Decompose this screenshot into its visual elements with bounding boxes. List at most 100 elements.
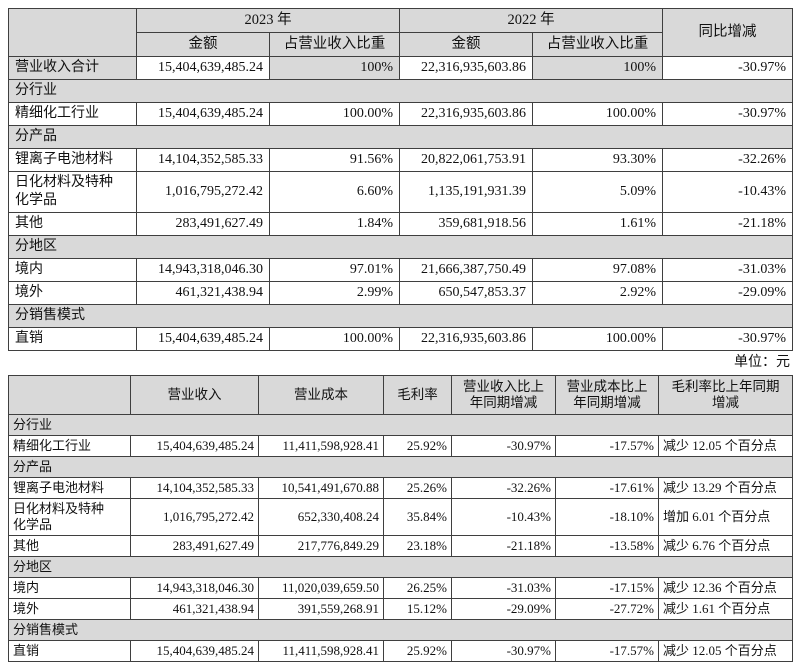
table1-share-2023-header: 占营业收入比重 [269,32,400,57]
section-label: 分行业 [8,79,793,103]
table2-revenue-yoy-header: 营业收入比上 年同期增减 [451,375,556,415]
data-row: 境内 14,943,318,046.30 97.01% 21,666,387,750.… [8,258,793,282]
value-cell: 461,321,438.94 [136,281,270,305]
data-row: 锂离子电池材料 14,104,352,585.33 10,541,491,670.8… [8,477,793,499]
table1-yoy-header: 同比增减 [662,8,793,57]
row-label: 直销 [8,640,131,662]
value-cell: 减少 13.29 个百分点 [658,477,793,499]
value-cell: 652,330,408.24 [258,498,384,536]
value-cell: 15,404,639,485.24 [136,102,270,126]
data-row: 精细化工行业 15,404,639,485.24 11,411,598,928.41… [8,435,793,457]
section-row: 分行业 [8,414,793,436]
value-cell: -30.97% [662,56,793,80]
section-label: 分行业 [8,414,793,436]
value-cell: 1.61% [532,212,663,236]
section-row: 分地区 [8,556,793,578]
value-cell: 11,020,039,659.50 [258,577,384,599]
value-cell: 增加 6.01 个百分点 [658,498,793,536]
row-label: 境内 [8,258,137,282]
value-cell: -30.97% [451,435,556,457]
row-label: 境外 [8,598,131,620]
value-cell: 25.92% [383,435,452,457]
table1-amount-2022-header: 金额 [399,32,533,57]
value-cell: 100% [532,56,663,80]
data-row: 境外 461,321,438.94 391,559,268.91 15.12% -29.… [8,598,793,620]
table1-header-row-1: 2023 年 2022 年 同比增减 [8,8,793,57]
section-label: 分销售模式 [8,304,793,328]
value-cell: 2.99% [269,281,400,305]
section-label: 分地区 [8,235,793,259]
data-row: 锂离子电池材料 14,104,352,585.33 91.56% 20,822,061… [8,148,793,172]
value-cell: 22,316,935,603.86 [399,327,533,351]
value-cell: 14,943,318,046.30 [136,258,270,282]
table2-corner-cell [8,375,131,415]
value-cell: 6.60% [269,171,400,213]
table1-year-2022-header: 2022 年 [399,8,663,33]
value-cell: 15,404,639,485.24 [130,435,259,457]
data-row: 直销 15,404,639,485.24 11,411,598,928.41 25.9… [8,640,793,662]
data-row: 日化材料及特种 化学品 1,016,795,272.42 6.60% 1,135,19… [8,171,793,213]
value-cell: 22,316,935,603.86 [399,102,533,126]
data-row: 日化材料及特种 化学品 1,016,795,272.42 652,330,408.2… [8,498,793,536]
value-cell: 1,016,795,272.42 [130,498,259,536]
value-cell: 100.00% [532,327,663,351]
table2-margin-header: 毛利率 [383,375,452,415]
value-cell: 20,822,061,753.91 [399,148,533,172]
row-label: 营业收入合计 [8,56,137,80]
value-cell: -31.03% [451,577,556,599]
value-cell: 减少 12.05 个百分点 [658,435,793,457]
value-cell: 1,135,191,931.39 [399,171,533,213]
table1-header-row-2: 金额 占营业收入比重 金额 占营业收入比重 [9,32,793,57]
value-cell: 11,411,598,928.41 [258,640,384,662]
value-cell: -21.18% [662,212,793,236]
value-cell: 1.84% [269,212,400,236]
table2-revenue-header: 营业收入 [130,375,259,415]
value-cell: 15,404,639,485.24 [130,640,259,662]
row-label: 境外 [8,281,137,305]
value-cell: -10.43% [662,171,793,213]
value-cell: 1,016,795,272.42 [136,171,270,213]
unit-label: 单位：元 [734,355,790,370]
section-label: 分产品 [8,456,793,478]
data-row: 其他 283,491,627.49 1.84% 359,681,918.56 1.61%… [8,212,793,236]
revenue-breakdown-table: 2023 年 2022 年 同比增减 金额 占营业收入比重 金额 占营业收入比重… [8,8,793,351]
value-cell: 14,104,352,585.33 [130,477,259,499]
value-cell: 11,411,598,928.41 [258,435,384,457]
value-cell: 93.30% [532,148,663,172]
value-cell: -32.26% [662,148,793,172]
value-cell: -30.97% [451,640,556,662]
value-cell: 减少 12.05 个百分点 [658,640,793,662]
table2-header-row: 营业收入 营业成本 毛利率 营业收入比上 年同期增减 营业成本比上 年同期增减 … [8,375,793,415]
value-cell: 减少 12.36 个百分点 [658,577,793,599]
row-label: 日化材料及特种 化学品 [8,498,131,536]
value-cell: -17.57% [555,640,659,662]
value-cell: 217,776,849.29 [258,535,384,557]
value-cell: 21,666,387,750.49 [399,258,533,282]
margin-table: 营业收入 营业成本 毛利率 营业收入比上 年同期增减 营业成本比上 年同期增减 … [8,375,793,662]
value-cell: -18.10% [555,498,659,536]
value-cell: 650,547,853.37 [399,281,533,305]
value-cell: 减少 6.76 个百分点 [658,535,793,557]
table1-corner-cell [8,8,137,57]
value-cell: 15.12% [383,598,452,620]
value-cell: 97.01% [269,258,400,282]
value-cell: 22,316,935,603.86 [399,56,533,80]
row-label: 日化材料及特种 化学品 [8,171,137,213]
value-cell: 25.92% [383,640,452,662]
table2-cost-header: 营业成本 [258,375,384,415]
data-row: 直销 15,404,639,485.24 100.00% 22,316,935,603… [8,327,793,351]
row-label: 锂离子电池材料 [8,148,137,172]
section-row: 分产品 [8,456,793,478]
section-row: 分销售模式 [8,619,793,641]
data-row: 营业收入合计 15,404,639,485.24 100% 22,316,935,60… [8,56,793,80]
section-label: 分产品 [8,125,793,149]
value-cell: -21.18% [451,535,556,557]
value-cell: 14,943,318,046.30 [130,577,259,599]
data-row: 精细化工行业 15,404,639,485.24 100.00% 22,316,935… [8,102,793,126]
section-row: 分销售模式 [8,304,793,328]
row-label: 境内 [8,577,131,599]
value-cell: -32.26% [451,477,556,499]
value-cell: 2.92% [532,281,663,305]
value-cell: 25.26% [383,477,452,499]
